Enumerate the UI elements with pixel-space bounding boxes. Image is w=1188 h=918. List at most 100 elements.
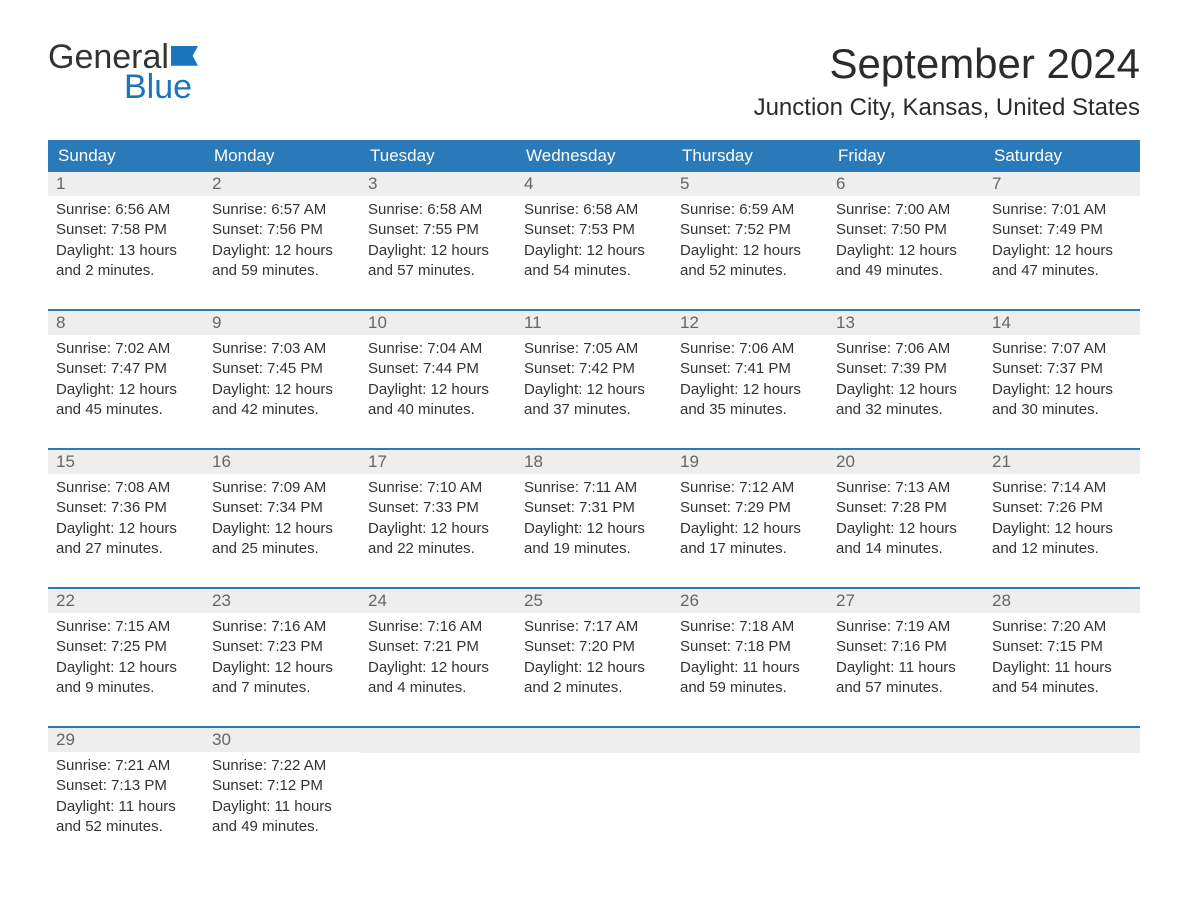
weekday-header: Thursday	[672, 140, 828, 172]
day-content: Sunrise: 7:02 AMSunset: 7:47 PMDaylight:…	[48, 335, 204, 426]
sunrise-line: Sunrise: 7:16 AM	[368, 617, 508, 637]
daylight-line: Daylight: 13 hours and 2 minutes.	[56, 241, 196, 282]
day-cell: 29Sunrise: 7:21 AMSunset: 7:13 PMDayligh…	[48, 728, 204, 843]
day-content: Sunrise: 7:01 AMSunset: 7:49 PMDaylight:…	[984, 196, 1140, 287]
sunrise-line: Sunrise: 6:59 AM	[680, 200, 820, 220]
day-content: Sunrise: 6:56 AMSunset: 7:58 PMDaylight:…	[48, 196, 204, 287]
sunset-line: Sunset: 7:42 PM	[524, 359, 664, 379]
day-cell: 16Sunrise: 7:09 AMSunset: 7:34 PMDayligh…	[204, 450, 360, 565]
sunrise-line: Sunrise: 7:12 AM	[680, 478, 820, 498]
day-content: Sunrise: 6:58 AMSunset: 7:55 PMDaylight:…	[360, 196, 516, 287]
sunrise-line: Sunrise: 7:16 AM	[212, 617, 352, 637]
logo-word-2: Blue	[124, 70, 201, 104]
calendar-grid: SundayMondayTuesdayWednesdayThursdayFrid…	[48, 140, 1140, 843]
day-number: 20	[828, 450, 984, 474]
sunset-line: Sunset: 7:21 PM	[368, 637, 508, 657]
daylight-line: Daylight: 12 hours and 42 minutes.	[212, 380, 352, 421]
daylight-line: Daylight: 12 hours and 2 minutes.	[524, 658, 664, 699]
day-content: Sunrise: 7:00 AMSunset: 7:50 PMDaylight:…	[828, 196, 984, 287]
sunrise-line: Sunrise: 6:57 AM	[212, 200, 352, 220]
day-content: Sunrise: 7:22 AMSunset: 7:12 PMDaylight:…	[204, 752, 360, 843]
daylight-line: Daylight: 12 hours and 12 minutes.	[992, 519, 1132, 560]
day-content: Sunrise: 7:03 AMSunset: 7:45 PMDaylight:…	[204, 335, 360, 426]
sunrise-line: Sunrise: 7:00 AM	[836, 200, 976, 220]
sunrise-line: Sunrise: 6:56 AM	[56, 200, 196, 220]
sunrise-line: Sunrise: 7:15 AM	[56, 617, 196, 637]
day-content: Sunrise: 6:57 AMSunset: 7:56 PMDaylight:…	[204, 196, 360, 287]
day-cell	[828, 728, 984, 843]
day-content: Sunrise: 6:58 AMSunset: 7:53 PMDaylight:…	[516, 196, 672, 287]
week-row: 8Sunrise: 7:02 AMSunset: 7:47 PMDaylight…	[48, 309, 1140, 426]
day-content: Sunrise: 7:06 AMSunset: 7:39 PMDaylight:…	[828, 335, 984, 426]
week-row: 1Sunrise: 6:56 AMSunset: 7:58 PMDaylight…	[48, 172, 1140, 287]
day-content: Sunrise: 7:10 AMSunset: 7:33 PMDaylight:…	[360, 474, 516, 565]
day-content: Sunrise: 7:19 AMSunset: 7:16 PMDaylight:…	[828, 613, 984, 704]
day-content: Sunrise: 7:17 AMSunset: 7:20 PMDaylight:…	[516, 613, 672, 704]
day-number: 25	[516, 589, 672, 613]
sunset-line: Sunset: 7:45 PM	[212, 359, 352, 379]
weekday-header: Friday	[828, 140, 984, 172]
day-number: 11	[516, 311, 672, 335]
daylight-line: Daylight: 12 hours and 35 minutes.	[680, 380, 820, 421]
day-cell: 3Sunrise: 6:58 AMSunset: 7:55 PMDaylight…	[360, 172, 516, 287]
day-cell	[360, 728, 516, 843]
week-row: 29Sunrise: 7:21 AMSunset: 7:13 PMDayligh…	[48, 726, 1140, 843]
day-cell: 23Sunrise: 7:16 AMSunset: 7:23 PMDayligh…	[204, 589, 360, 704]
daylight-line: Daylight: 12 hours and 27 minutes.	[56, 519, 196, 560]
day-content: Sunrise: 7:13 AMSunset: 7:28 PMDaylight:…	[828, 474, 984, 565]
sunrise-line: Sunrise: 7:10 AM	[368, 478, 508, 498]
sunrise-line: Sunrise: 7:17 AM	[524, 617, 664, 637]
daylight-line: Daylight: 11 hours and 52 minutes.	[56, 797, 196, 838]
sunset-line: Sunset: 7:18 PM	[680, 637, 820, 657]
day-cell: 26Sunrise: 7:18 AMSunset: 7:18 PMDayligh…	[672, 589, 828, 704]
day-content: Sunrise: 7:15 AMSunset: 7:25 PMDaylight:…	[48, 613, 204, 704]
sunrise-line: Sunrise: 7:06 AM	[680, 339, 820, 359]
sunset-line: Sunset: 7:29 PM	[680, 498, 820, 518]
daylight-line: Daylight: 11 hours and 49 minutes.	[212, 797, 352, 838]
daylight-line: Daylight: 12 hours and 17 minutes.	[680, 519, 820, 560]
day-content: Sunrise: 7:14 AMSunset: 7:26 PMDaylight:…	[984, 474, 1140, 565]
day-content: Sunrise: 7:05 AMSunset: 7:42 PMDaylight:…	[516, 335, 672, 426]
day-content: Sunrise: 7:16 AMSunset: 7:23 PMDaylight:…	[204, 613, 360, 704]
sunset-line: Sunset: 7:31 PM	[524, 498, 664, 518]
day-content: Sunrise: 7:12 AMSunset: 7:29 PMDaylight:…	[672, 474, 828, 565]
day-cell	[984, 728, 1140, 843]
sunset-line: Sunset: 7:13 PM	[56, 776, 196, 796]
sunset-line: Sunset: 7:15 PM	[992, 637, 1132, 657]
sunset-line: Sunset: 7:12 PM	[212, 776, 352, 796]
sunset-line: Sunset: 7:25 PM	[56, 637, 196, 657]
sunrise-line: Sunrise: 7:21 AM	[56, 756, 196, 776]
sunset-line: Sunset: 7:33 PM	[368, 498, 508, 518]
daylight-line: Daylight: 12 hours and 37 minutes.	[524, 380, 664, 421]
day-cell: 14Sunrise: 7:07 AMSunset: 7:37 PMDayligh…	[984, 311, 1140, 426]
day-number: 4	[516, 172, 672, 196]
day-cell: 21Sunrise: 7:14 AMSunset: 7:26 PMDayligh…	[984, 450, 1140, 565]
day-cell: 19Sunrise: 7:12 AMSunset: 7:29 PMDayligh…	[672, 450, 828, 565]
sunrise-line: Sunrise: 7:09 AM	[212, 478, 352, 498]
day-cell: 18Sunrise: 7:11 AMSunset: 7:31 PMDayligh…	[516, 450, 672, 565]
day-cell: 7Sunrise: 7:01 AMSunset: 7:49 PMDaylight…	[984, 172, 1140, 287]
day-cell	[672, 728, 828, 843]
sunset-line: Sunset: 7:50 PM	[836, 220, 976, 240]
day-cell: 13Sunrise: 7:06 AMSunset: 7:39 PMDayligh…	[828, 311, 984, 426]
sunset-line: Sunset: 7:53 PM	[524, 220, 664, 240]
daylight-line: Daylight: 12 hours and 47 minutes.	[992, 241, 1132, 282]
sunrise-line: Sunrise: 7:18 AM	[680, 617, 820, 637]
day-number: 5	[672, 172, 828, 196]
weekday-header: Wednesday	[516, 140, 672, 172]
day-number: 7	[984, 172, 1140, 196]
day-number: 6	[828, 172, 984, 196]
sunrise-line: Sunrise: 7:03 AM	[212, 339, 352, 359]
day-number: 12	[672, 311, 828, 335]
day-cell: 25Sunrise: 7:17 AMSunset: 7:20 PMDayligh…	[516, 589, 672, 704]
daylight-line: Daylight: 12 hours and 54 minutes.	[524, 241, 664, 282]
day-cell: 27Sunrise: 7:19 AMSunset: 7:16 PMDayligh…	[828, 589, 984, 704]
day-number: 10	[360, 311, 516, 335]
sunset-line: Sunset: 7:36 PM	[56, 498, 196, 518]
sunset-line: Sunset: 7:28 PM	[836, 498, 976, 518]
day-number: 27	[828, 589, 984, 613]
sunrise-line: Sunrise: 7:01 AM	[992, 200, 1132, 220]
page-header: General Blue September 2024 Junction Cit…	[48, 40, 1140, 122]
day-content: Sunrise: 7:09 AMSunset: 7:34 PMDaylight:…	[204, 474, 360, 565]
daylight-line: Daylight: 12 hours and 4 minutes.	[368, 658, 508, 699]
